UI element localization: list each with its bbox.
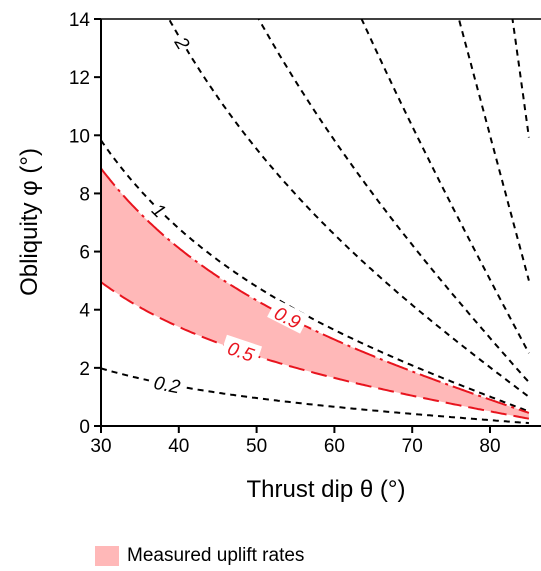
red-line-0.5 (101, 281, 530, 420)
y-tick-label-2: 2 (79, 359, 90, 380)
x-tick-label-40: 40 (168, 436, 189, 457)
red-lines (101, 167, 530, 420)
legend-label: Measured uplift rates (127, 545, 305, 566)
x-tick-label-70: 70 (402, 436, 423, 457)
contour-label-1-bg (147, 196, 173, 222)
y-axis-title: Obliquity φ (°) (16, 148, 43, 296)
contour-line-2 (167, 19, 530, 398)
contour-label-0.2-bg (147, 369, 188, 397)
contour-label-2-bg (171, 30, 196, 54)
contour-line-20 (511, 19, 530, 138)
legend-swatch (95, 546, 119, 566)
x-axis-title: Thrust dip θ (°) (247, 476, 406, 503)
shaded-band (101, 168, 529, 419)
legend: Measured uplift rates (95, 545, 304, 567)
y-tick-label-8: 8 (79, 184, 90, 205)
contour-lines (101, 19, 530, 425)
x-tick-label-30: 30 (90, 436, 111, 457)
y-tick-label-10: 10 (69, 126, 90, 147)
contour-label-0.2: 0.2 (152, 373, 182, 399)
contour-label-0.2-group: 0.2 (147, 369, 188, 399)
axes (100, 18, 541, 427)
y-tick-label-4: 4 (79, 301, 90, 322)
red-line-0.9 (101, 167, 530, 414)
x-tick-label-80: 80 (479, 436, 500, 457)
y-tick-label-6: 6 (79, 243, 90, 264)
contour-line-3 (257, 19, 530, 383)
y-tick-label-0: 0 (79, 417, 90, 438)
ticks: 30 40 50 60 70 80 0 2 4 6 8 10 12 14 (69, 10, 501, 457)
y-tick-label-14: 14 (69, 10, 91, 31)
red-line-label-0.9-bg (267, 299, 310, 334)
red-line-label-0.5-bg (220, 334, 263, 366)
y-tick-label-12: 12 (69, 68, 90, 89)
contour-line-5 (360, 19, 530, 354)
x-tick-label-60: 60 (324, 436, 345, 457)
contour-label-2-group: 2 (169, 30, 196, 54)
measured-uplift-band (101, 168, 529, 419)
x-tick-label-50: 50 (246, 436, 267, 457)
